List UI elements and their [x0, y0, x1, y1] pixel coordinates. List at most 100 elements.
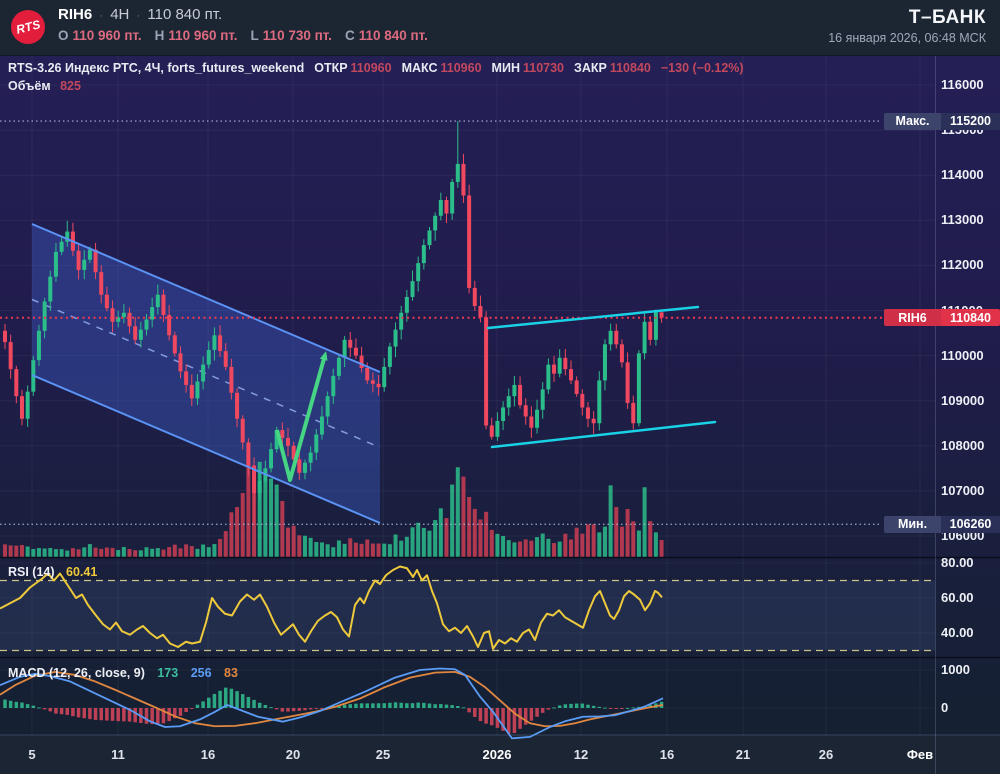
candle — [121, 312, 126, 318]
macd-histogram-bar — [501, 708, 505, 731]
volume-bar — [3, 544, 7, 557]
volume-bar — [495, 533, 500, 557]
candle — [14, 369, 19, 397]
candle — [631, 402, 636, 424]
volume-bar — [557, 541, 562, 557]
candle — [87, 249, 92, 260]
volume-bar — [472, 508, 477, 557]
header: RTS RIH6 · 4H · 110 840 пт. О 110 960 пт.… — [0, 0, 1000, 56]
macd-histogram-bar — [42, 708, 47, 710]
macd-histogram-bar — [591, 705, 596, 708]
volume-bar — [393, 534, 398, 557]
volume-bar — [93, 547, 98, 557]
volume-bar — [614, 507, 619, 557]
macd-histogram-bar — [14, 701, 19, 708]
volume-bar — [591, 524, 596, 557]
macd-histogram-bar — [105, 708, 109, 721]
volume-bar — [76, 549, 81, 557]
macd-histogram-bar — [399, 702, 403, 708]
max-price-badge: Макс. 115200 — [884, 112, 1000, 130]
time-axis-background — [0, 735, 1000, 774]
rsi-axis-label: 60.00 — [941, 590, 974, 605]
candle — [99, 272, 104, 295]
interval[interactable]: 4H — [110, 6, 130, 23]
candle — [489, 425, 494, 437]
macd-histogram-bar — [291, 708, 296, 712]
candle — [93, 249, 98, 273]
volume-bar — [31, 549, 36, 557]
candle — [269, 449, 274, 469]
macd-histogram-bar — [223, 687, 228, 708]
volume-bar — [42, 548, 47, 557]
last-price-badge: RIH6 110840 — [884, 309, 1000, 327]
volume-bar — [433, 520, 438, 557]
macd-histogram-bar — [512, 708, 517, 734]
macd-histogram-bar — [195, 704, 200, 708]
volume-bar — [121, 547, 126, 557]
volume-bar — [172, 544, 177, 557]
symbol[interactable]: RIH6 — [58, 6, 93, 23]
instrument-title: RIH6 · 4H · 110 840 пт. О 110 960 пт. Н 11… — [58, 6, 428, 43]
macd-histogram-bar — [484, 708, 488, 724]
macd-histogram-bar — [569, 703, 573, 708]
volume-bar — [36, 548, 41, 557]
macd-histogram-bar — [540, 708, 545, 713]
macd-signal-value: 83 — [224, 666, 238, 680]
candle — [240, 418, 245, 443]
macd-histogram-bar — [82, 708, 86, 719]
impulse-arrow[interactable] — [275, 351, 328, 482]
volume-bar — [314, 542, 319, 557]
last-badge-value: 110840 — [941, 309, 1000, 327]
macd-histogram-bar — [20, 702, 24, 708]
candle — [138, 329, 143, 340]
candle — [659, 312, 664, 318]
time-axis-label: 16 — [659, 747, 675, 762]
min-price-badge: Мин. 106260 — [884, 515, 1000, 533]
macd-histogram-bar — [314, 708, 319, 709]
series-legend[interactable]: RTS-3.26 Индекс РТС, 4Ч, forts_futures_w… — [8, 61, 744, 75]
up-channel-top[interactable] — [486, 305, 700, 330]
candle — [585, 407, 590, 419]
volume-bar — [127, 549, 132, 557]
macd-histogram-bar — [161, 708, 166, 724]
candle — [178, 353, 183, 372]
volume-bar — [625, 509, 630, 557]
volume-bar — [518, 541, 523, 557]
candle — [433, 215, 438, 231]
down-channel-top[interactable] — [31, 223, 381, 373]
volume-bar — [8, 545, 13, 557]
volume-legend[interactable]: Объём 825 — [8, 79, 81, 93]
candle — [297, 459, 302, 473]
rsi-legend[interactable]: RSI (14) 60.41 — [8, 565, 97, 579]
max-badge-label: Макс. — [884, 112, 941, 130]
macd-histogram-bar — [235, 691, 239, 708]
candle — [438, 200, 443, 216]
rsi-line — [0, 565, 663, 650]
macd-hist-value: 173 — [157, 666, 179, 680]
time-axis-label: 26 — [818, 747, 834, 762]
candle — [642, 321, 647, 354]
candle — [110, 308, 115, 322]
time-axis-label: 16 — [200, 747, 216, 762]
candle — [212, 335, 217, 350]
candle — [421, 245, 426, 264]
candle — [591, 418, 596, 424]
candle — [353, 347, 358, 356]
candle — [274, 430, 279, 450]
down-channel-bottom[interactable] — [31, 374, 381, 524]
time-axis-label: 21 — [735, 747, 751, 762]
volume-bar — [512, 542, 517, 557]
macd-line — [0, 667, 664, 740]
volume-bar — [569, 539, 573, 557]
up-channel-bottom[interactable] — [490, 420, 717, 449]
volume-bar — [659, 539, 664, 557]
volume-bar — [359, 543, 364, 557]
volume-bar — [467, 496, 472, 557]
candle — [472, 287, 477, 306]
macd-legend[interactable]: MACD (12, 26, close, 9) 173 256 83 — [8, 666, 238, 680]
open-label: О — [58, 28, 69, 43]
volume-bar — [438, 508, 443, 557]
candle — [280, 430, 285, 438]
volume-bar — [240, 493, 245, 557]
